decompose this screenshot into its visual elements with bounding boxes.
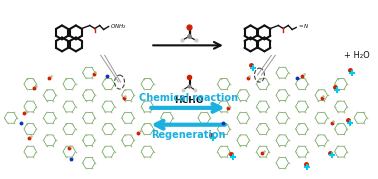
Text: $=N$: $=N$	[297, 23, 310, 30]
Text: $ONH_2$: $ONH_2$	[110, 22, 126, 31]
Text: Regeneration: Regeneration	[151, 130, 225, 140]
Text: + H₂O: + H₂O	[344, 51, 370, 60]
Text: HCHO: HCHO	[174, 96, 204, 105]
Text: Chemical reaction: Chemical reaction	[138, 93, 237, 103]
